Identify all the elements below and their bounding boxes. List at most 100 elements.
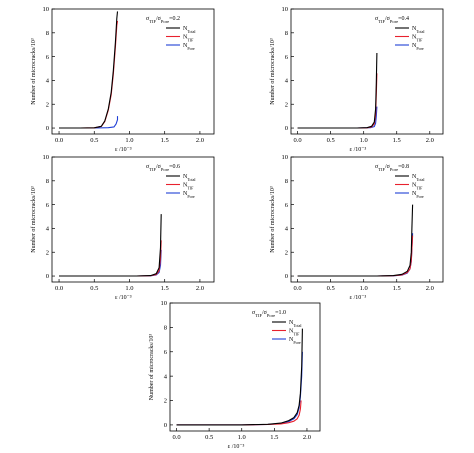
- y-tick-label: 4: [285, 78, 289, 85]
- series-line-tif: [59, 240, 162, 277]
- y-axis-label: Number of microcracks/10³: [269, 38, 276, 105]
- legend-entry: NTIF: [412, 35, 423, 43]
- stress-ratio-annotation: σTIF/σPore=0.6: [146, 164, 180, 172]
- x-tick-label: 0.0: [294, 285, 302, 292]
- x-tick-label: 0.5: [327, 137, 335, 144]
- x-axis-label: ε /10⁻³: [115, 295, 132, 301]
- y-tick-label: 4: [46, 226, 50, 233]
- y-tick-label: 2: [285, 249, 288, 256]
- y-tick-label: 10: [282, 154, 289, 161]
- x-tick-label: 2.0: [196, 137, 204, 144]
- series-line-pore: [59, 249, 162, 277]
- y-tick-label: 8: [46, 30, 49, 37]
- plot-frame: [290, 156, 444, 283]
- plot-frame: [51, 8, 215, 135]
- legend-entry: NPore: [412, 191, 424, 199]
- series-line-pore: [297, 233, 414, 277]
- y-tick-label: 10: [282, 6, 289, 13]
- y-tick-label: 2: [46, 249, 49, 256]
- x-tick-label: 0.0: [55, 137, 63, 144]
- plot-frame: [290, 8, 444, 135]
- y-axis-label: Number of microcracks/10³: [269, 186, 276, 253]
- x-tick-label: 0.5: [205, 434, 213, 441]
- legend-entry: NPore: [183, 191, 195, 199]
- stress-ratio-annotation: σTIF/σPore=0.8: [375, 164, 409, 172]
- chart-panel-5: 0.0 0.5 1.0 1.5 2.0 0 2 4 6 8 10 ε /10⁻³ Number of m…: [148, 300, 321, 450]
- y-tick-label: 6: [285, 54, 289, 61]
- x-tick-label: 1.5: [161, 285, 169, 292]
- y-tick-label: 10: [161, 300, 168, 307]
- y-tick-label: 8: [285, 178, 288, 185]
- legend-entry: NTIF: [183, 35, 194, 43]
- y-tick-label: 8: [46, 178, 49, 185]
- chart-panel-4: 0.0 0.5 1.0 1.5 2.0 0 2 4 6 8 10 ε /10⁻³ Number of m…: [269, 154, 444, 301]
- stress-ratio-annotation: σTIF/σPore=0.2: [146, 16, 180, 24]
- series-line-pore: [176, 351, 303, 426]
- y-tick-label: 4: [285, 226, 289, 233]
- legend-entry: NTotal: [183, 26, 196, 34]
- y-tick-label: 10: [43, 154, 50, 161]
- series-line-tif: [297, 235, 414, 277]
- y-axis-label: Number of microcracks/10³: [30, 38, 37, 105]
- series-line-total: [59, 11, 119, 129]
- series-line-total: [297, 52, 378, 129]
- x-tick-label: 2.0: [426, 137, 434, 144]
- x-tick-label: 0.5: [90, 285, 98, 292]
- x-tick-label: 1.0: [125, 285, 133, 292]
- y-tick-label: 2: [164, 398, 167, 405]
- legend-entry: NTIF: [412, 183, 423, 191]
- x-tick-label: 0.0: [294, 137, 302, 144]
- y-tick-label: 2: [46, 101, 49, 108]
- y-tick-label: 6: [285, 202, 289, 209]
- y-tick-label: 0: [46, 125, 49, 132]
- legend-entry: NTIF: [183, 183, 194, 191]
- plot-frame: [51, 156, 215, 283]
- y-tick-label: 4: [164, 373, 168, 380]
- series-line-tif: [176, 400, 302, 426]
- stress-ratio-annotation: σTIF/σPore=1.0: [252, 310, 286, 318]
- x-tick-label: 1.5: [393, 285, 401, 292]
- x-axis-label: ε /10⁻³: [350, 295, 367, 301]
- x-tick-label: 0.0: [172, 434, 180, 441]
- series-line-tif: [59, 20, 119, 129]
- x-axis-label: ε /10⁻³: [228, 444, 245, 450]
- x-tick-label: 1.5: [161, 137, 169, 144]
- x-tick-label: 0.5: [90, 137, 98, 144]
- y-tick-label: 8: [285, 30, 288, 37]
- legend-entry: NPore: [412, 43, 424, 51]
- x-axis-label: ε /10⁻³: [350, 147, 367, 153]
- series-line-total: [59, 214, 162, 277]
- chart-panel-3: 0.0 0.5 1.0 1.5 2.0 0 2 4 6 8 10 ε /10⁻³ Number of m…: [30, 154, 215, 301]
- series-line-total: [176, 328, 303, 426]
- x-tick-label: 2.0: [303, 434, 311, 441]
- x-tick-label: 1.5: [393, 137, 401, 144]
- x-tick-label: 1.5: [270, 434, 278, 441]
- x-tick-label: 1.0: [360, 285, 368, 292]
- series-line-pore: [59, 116, 119, 129]
- x-axis-label: ε /10⁻³: [115, 147, 132, 153]
- y-tick-label: 0: [164, 422, 167, 429]
- y-tick-label: 6: [46, 54, 50, 61]
- y-tick-label: 0: [285, 125, 288, 132]
- y-tick-label: 6: [46, 202, 50, 209]
- series-line-pore: [297, 106, 378, 129]
- legend-entry: NTotal: [412, 174, 425, 182]
- legend-entry: NPore: [183, 43, 195, 51]
- y-tick-label: 0: [285, 273, 288, 280]
- series-line-tif: [297, 73, 378, 129]
- chart-panel-1: 0.0 0.5 1.0 1.5 2.0 0 2 4 6 8 10 ε /10⁻³ Number of m…: [30, 6, 215, 153]
- x-tick-label: 2.0: [196, 285, 204, 292]
- x-tick-label: 1.0: [238, 434, 246, 441]
- y-tick-label: 6: [164, 349, 168, 356]
- y-axis-label: Number of microcracks/10³: [148, 334, 155, 401]
- x-tick-label: 1.0: [125, 137, 133, 144]
- x-tick-label: 0.0: [55, 285, 63, 292]
- y-tick-label: 8: [164, 325, 167, 332]
- chart-panel-2: 0.0 0.5 1.0 1.5 2.0 0 2 4 6 8 10 ε /10⁻³ Number of m…: [269, 6, 444, 153]
- legend-entry: NTotal: [183, 174, 196, 182]
- x-tick-label: 0.5: [327, 285, 335, 292]
- y-tick-label: 10: [43, 6, 50, 13]
- stress-ratio-annotation: σTIF/σPore=0.4: [375, 16, 409, 24]
- legend-entry: NTotal: [412, 26, 425, 34]
